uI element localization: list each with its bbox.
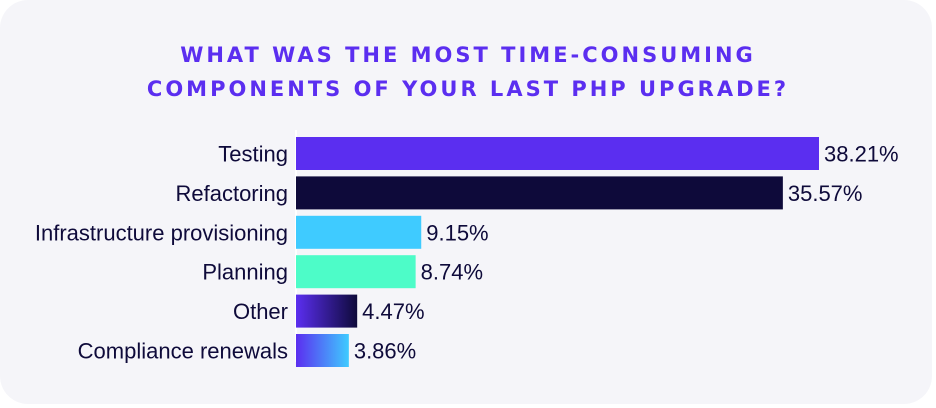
value-label-planning: 8.74% — [421, 260, 483, 285]
bar-planning — [296, 255, 416, 289]
value-label-infrastructure-provisioning: 9.15% — [426, 220, 488, 245]
category-label-planning: Planning — [202, 260, 288, 285]
value-label-compliance-renewals: 3.86% — [354, 339, 416, 364]
value-label-other: 4.47% — [362, 299, 424, 324]
value-label-testing: 38.21% — [824, 142, 899, 167]
category-label-testing: Testing — [218, 142, 288, 167]
value-label-refactoring: 35.57% — [788, 181, 863, 206]
category-label-refactoring: Refactoring — [175, 181, 288, 206]
chart-title-line-2: COMPONENTS OF YOUR LAST PHP UPGRADE? — [146, 77, 790, 101]
category-label-compliance-renewals: Compliance renewals — [78, 339, 288, 364]
chart-title-line-1: WHAT WAS THE MOST TIME-CONSUMING — [180, 43, 756, 67]
bar-other — [296, 294, 358, 328]
category-label-other: Other — [233, 299, 288, 324]
bar-infrastructure-provisioning — [296, 215, 422, 249]
bar-testing — [296, 137, 819, 170]
category-label-infrastructure-provisioning: Infrastructure provisioning — [35, 220, 288, 245]
bar-compliance-renewals — [296, 334, 349, 367]
chart-title: WHAT WAS THE MOST TIME-CONSUMING COMPONE… — [0, 38, 936, 106]
bar-refactoring — [296, 176, 783, 210]
